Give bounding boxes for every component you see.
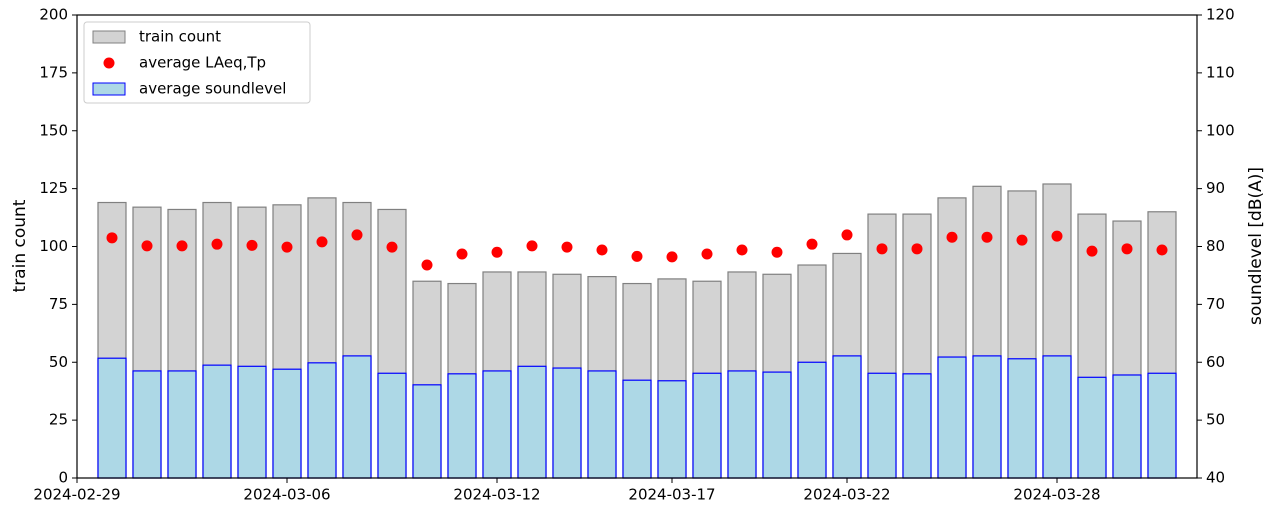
- bar: [237, 365, 267, 479]
- legend-label: average soundlevel: [139, 80, 286, 98]
- x-tick-label: 2024-03-12: [453, 486, 540, 504]
- x-tick-label: 2024-03-22: [803, 486, 890, 504]
- y2-tick-label: 110: [1206, 63, 1235, 81]
- legend-label: average LAeq,Tp: [139, 54, 266, 72]
- y2-tick-label: 50: [1206, 411, 1225, 429]
- point: [351, 229, 363, 241]
- y2-tick-label: 60: [1206, 353, 1225, 371]
- y2-tick-label: 80: [1206, 237, 1225, 255]
- x-tick-label: 2024-03-17: [628, 486, 715, 504]
- point: [281, 241, 293, 253]
- point: [1016, 234, 1028, 246]
- legend-box: [83, 21, 311, 104]
- bar: [377, 372, 407, 479]
- bar: [412, 384, 442, 479]
- point: [386, 241, 398, 253]
- point: [176, 240, 188, 252]
- y2-axis-label: soundlevel [dB(A)]: [1246, 167, 1266, 325]
- point: [981, 231, 993, 243]
- bar: [307, 362, 337, 479]
- point: [106, 232, 118, 244]
- point: [631, 250, 643, 262]
- bar: [727, 370, 757, 479]
- bar: [692, 372, 722, 479]
- bar: [132, 370, 162, 479]
- x-tick-label: 2024-02-29: [33, 486, 120, 504]
- y2-tick-label: 40: [1206, 469, 1225, 487]
- y-tick-label: 125: [39, 179, 68, 197]
- point: [491, 246, 503, 258]
- bar: [867, 372, 897, 479]
- point: [246, 239, 258, 251]
- point: [526, 240, 538, 252]
- point: [1086, 245, 1098, 257]
- x-tick-label: 2024-03-28: [1013, 486, 1100, 504]
- y-tick-label: 0: [58, 469, 68, 487]
- y2-tick-label: 70: [1206, 295, 1225, 313]
- y2-tick-label: 100: [1206, 121, 1235, 139]
- point: [1051, 230, 1063, 242]
- y-axis-label: train count: [10, 199, 30, 292]
- y-tick-label: 25: [49, 411, 68, 429]
- point: [561, 241, 573, 253]
- point: [806, 238, 818, 250]
- bar: [1112, 374, 1142, 479]
- legend-swatch: [92, 82, 126, 96]
- bar: [937, 356, 967, 479]
- point: [701, 248, 713, 260]
- point: [421, 259, 433, 271]
- bar: [622, 379, 652, 479]
- y-tick-label: 200: [39, 6, 68, 24]
- legend-swatch: [103, 57, 115, 69]
- x-tick-label: 2024-03-06: [243, 486, 330, 504]
- y-tick-label: 50: [49, 353, 68, 371]
- bar: [482, 370, 512, 479]
- bar: [342, 355, 372, 479]
- point: [666, 251, 678, 263]
- point: [1156, 244, 1168, 256]
- bar: [657, 380, 687, 479]
- point: [771, 246, 783, 258]
- point: [141, 240, 153, 252]
- point: [946, 231, 958, 243]
- point: [841, 229, 853, 241]
- bar: [762, 371, 792, 479]
- point: [911, 243, 923, 255]
- legend-swatch: [92, 30, 126, 44]
- bar: [447, 373, 477, 479]
- bar: [202, 364, 232, 479]
- point: [211, 238, 223, 250]
- y-tick-label: 75: [49, 295, 68, 313]
- bar: [552, 367, 582, 479]
- point: [876, 243, 888, 255]
- y2-tick-label: 120: [1206, 6, 1235, 24]
- bar: [1077, 376, 1107, 479]
- bar: [167, 370, 197, 479]
- point: [456, 248, 468, 260]
- point: [736, 244, 748, 256]
- y-tick-label: 150: [39, 121, 68, 139]
- bar: [832, 355, 862, 479]
- bar: [587, 370, 617, 479]
- bar: [97, 357, 127, 479]
- point: [316, 236, 328, 248]
- bar: [1147, 372, 1177, 479]
- bar: [1007, 358, 1037, 479]
- bar: [1042, 355, 1072, 479]
- legend-label: train count: [139, 28, 221, 46]
- bar: [797, 361, 827, 479]
- y-tick-label: 100: [39, 237, 68, 255]
- bar: [517, 365, 547, 479]
- y2-tick-label: 90: [1206, 179, 1225, 197]
- point: [1121, 243, 1133, 255]
- bar: [972, 355, 1002, 479]
- bar: [272, 368, 302, 479]
- point: [596, 244, 608, 256]
- bar: [902, 373, 932, 479]
- y-tick-label: 175: [39, 63, 68, 81]
